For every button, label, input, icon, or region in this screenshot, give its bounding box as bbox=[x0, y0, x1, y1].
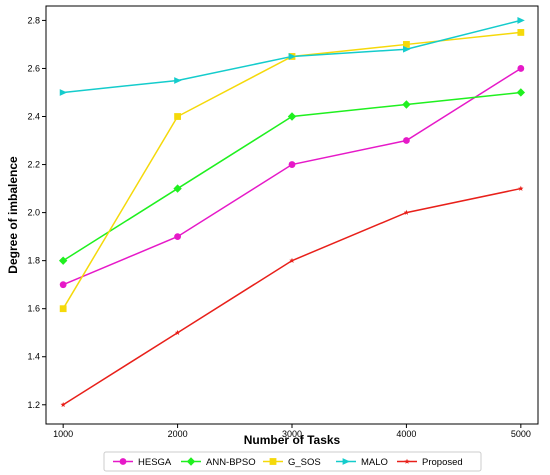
series-markers bbox=[58, 17, 526, 408]
data-point-ann-bpso bbox=[516, 88, 526, 97]
legend-marker-malo bbox=[342, 458, 350, 465]
x-tick-label: 1000 bbox=[53, 429, 73, 439]
data-point-proposed bbox=[518, 185, 524, 191]
y-tick-label: 1.4 bbox=[27, 352, 40, 362]
y-tick-label: 2.4 bbox=[27, 112, 40, 122]
legend-marker-ann-bpso bbox=[186, 457, 196, 466]
data-point-hesga bbox=[403, 137, 410, 144]
y-tick-label: 1.8 bbox=[27, 256, 40, 266]
legend-label-proposed: Proposed bbox=[422, 457, 463, 468]
y-tick-label: 2.2 bbox=[27, 160, 40, 170]
legend-marker-proposed bbox=[404, 458, 410, 464]
series-line-proposed bbox=[62, 187, 521, 406]
legend-label-ann-bpso: ANN-BPSO bbox=[206, 457, 256, 468]
data-point-g-sos bbox=[517, 29, 525, 36]
data-point-ann-bpso bbox=[402, 100, 411, 109]
series-line-hesga bbox=[62, 67, 522, 286]
y-tick-label: 2.8 bbox=[27, 15, 40, 25]
data-point-malo bbox=[403, 45, 411, 53]
data-point-hesga bbox=[59, 281, 67, 289]
legend-marker-hesga bbox=[119, 458, 127, 465]
data-point-hesga bbox=[288, 161, 296, 168]
data-point-malo bbox=[288, 53, 296, 60]
x-tick-label: 5000 bbox=[511, 429, 531, 439]
data-point-proposed bbox=[403, 209, 410, 215]
legend-label-malo: MALO bbox=[361, 457, 388, 468]
legend: HESGA ANN-BPSO G_SOS MALO Proposed bbox=[103, 451, 482, 472]
y-tick-label: 2.6 bbox=[27, 63, 40, 73]
y-tick-label: 1.6 bbox=[27, 304, 40, 314]
data-point-g-sos bbox=[403, 41, 410, 48]
legend-box bbox=[103, 451, 482, 472]
x-axis-label: Number of Tasks bbox=[244, 433, 341, 447]
legend-label-hesga: HESGA bbox=[138, 457, 172, 468]
data-point-malo bbox=[517, 17, 525, 24]
data-point-g-sos bbox=[59, 305, 67, 313]
series-line-g-sos bbox=[62, 31, 521, 310]
x-tick-label: 4000 bbox=[396, 429, 416, 439]
series-lines bbox=[62, 19, 522, 406]
data-point-ann-bpso bbox=[287, 112, 297, 121]
y-axis-ticks: 1.2 1.4 1.6 1.8 2.0 2.2 2.4 2.6 2.8 bbox=[27, 15, 46, 410]
data-point-malo bbox=[59, 89, 68, 96]
data-point-ann-bpso bbox=[173, 184, 182, 193]
data-point-hesga bbox=[174, 233, 181, 241]
x-tick-label: 2000 bbox=[168, 429, 188, 439]
data-point-proposed bbox=[289, 257, 295, 263]
x-axis-ticks: 1000 2000 3000 4000 5000 bbox=[53, 424, 531, 439]
legend-marker-g-sos bbox=[269, 458, 277, 465]
data-point-proposed bbox=[174, 329, 181, 335]
data-point-proposed bbox=[60, 401, 66, 408]
y-tick-label: 1.2 bbox=[27, 400, 40, 410]
legend-label-g-sos: G_SOS bbox=[288, 457, 321, 468]
y-axis-label: Degree of imbalence bbox=[6, 156, 20, 274]
x-tick-label: 3000 bbox=[282, 429, 302, 439]
data-point-malo bbox=[174, 77, 182, 84]
data-point-ann-bpso bbox=[58, 256, 68, 265]
y-tick-label: 2.0 bbox=[27, 208, 40, 218]
data-point-hesga bbox=[517, 65, 525, 72]
data-point-g-sos bbox=[174, 113, 181, 120]
